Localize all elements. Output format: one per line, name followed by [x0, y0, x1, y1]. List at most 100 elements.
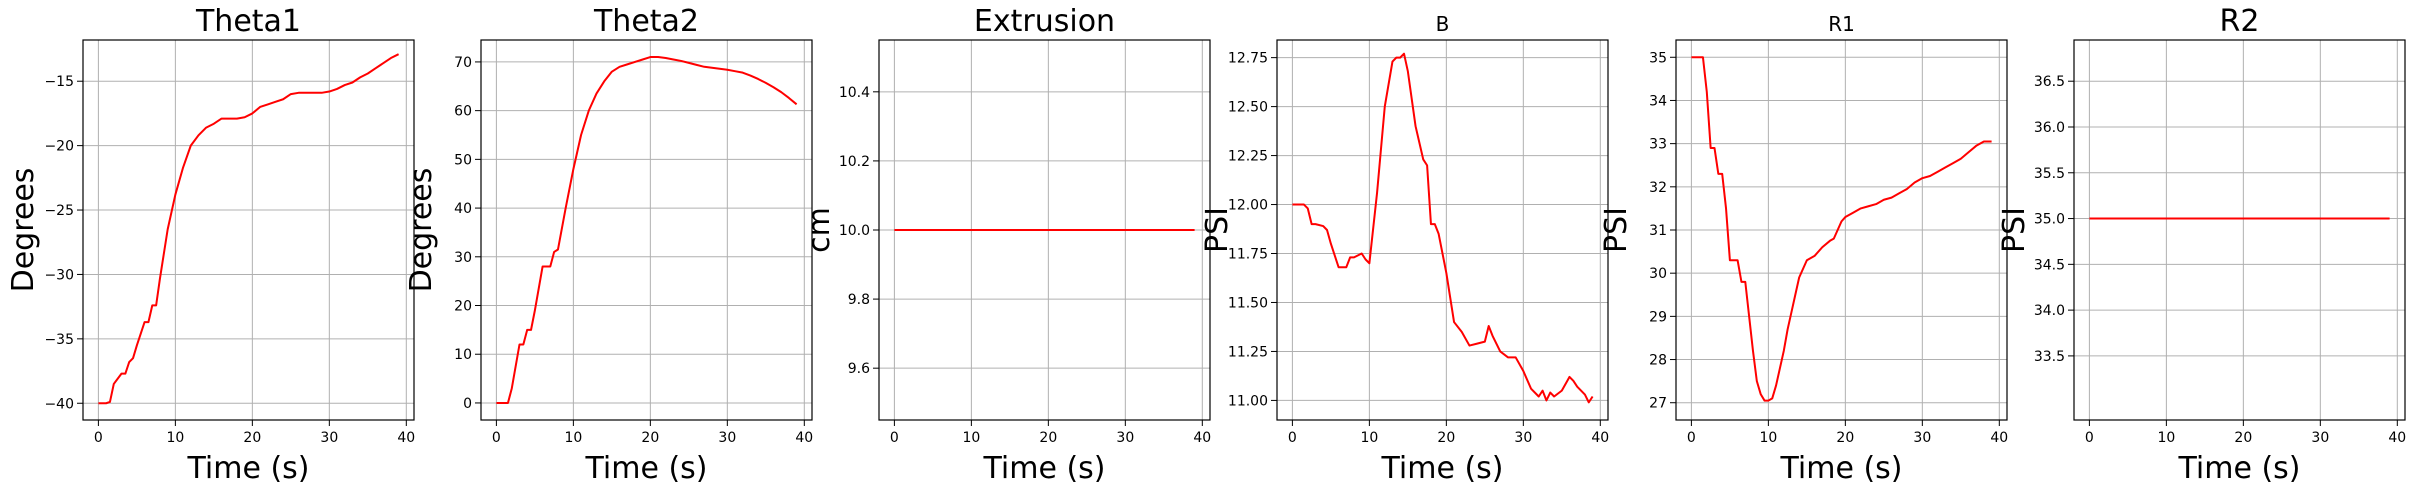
x-axis-label: Time (s) — [1381, 451, 1504, 486]
x-axis-label: Time (s) — [2178, 451, 2301, 486]
x-tick-label: 30 — [320, 430, 338, 446]
y-tick-label: 34 — [1649, 93, 1667, 109]
y-tick-label: 11.50 — [1228, 295, 1268, 311]
y-axis-label: PSI — [1997, 207, 2032, 253]
y-axis-label: Degrees — [404, 168, 439, 293]
y-tick-label: 34.5 — [2034, 257, 2065, 273]
chart-title: R2 — [2220, 4, 2260, 39]
x-tick-label: 30 — [2311, 430, 2329, 446]
y-tick-label: 33 — [1649, 137, 1667, 153]
y-tick-label: 28 — [1649, 353, 1667, 369]
x-axis-label: Time (s) — [187, 451, 310, 486]
y-tick-label: 20 — [454, 299, 472, 315]
x-tick-label: 0 — [1687, 430, 1696, 446]
axes-frame — [480, 39, 813, 421]
grid — [1277, 40, 1608, 420]
y-tick-label: 10.0 — [839, 223, 870, 239]
series-line — [1691, 56, 1992, 402]
y-tick-label: 34.0 — [2034, 303, 2065, 319]
y-tick-label: 35 — [1649, 50, 1667, 66]
y-tick-label: 12.25 — [1228, 149, 1268, 165]
subplot-b: B Time (s) PSI 0 10 20 30 40 11.00 11.25 11.50 1… — [1200, 12, 1609, 486]
x-tick-label: 20 — [243, 430, 261, 446]
y-tick-label: 40 — [454, 201, 472, 217]
x-tick-label: 40 — [1990, 430, 2008, 446]
y-axis-label: cm — [802, 207, 837, 253]
y-tick-label: 33.5 — [2034, 349, 2065, 365]
y-tick-label: 30 — [454, 250, 472, 266]
subplot-r2: R2 Time (s) PSI 0 10 20 30 40 33.5 34.0 34.5 35.… — [1997, 4, 2406, 486]
grid — [1676, 40, 2007, 420]
y-tick-label: 12.00 — [1228, 198, 1268, 214]
x-tick-label: 0 — [1288, 430, 1297, 446]
y-tick-label: −25 — [44, 203, 74, 219]
y-tick-label: 10 — [454, 347, 472, 363]
x-tick-label: 10 — [166, 430, 184, 446]
x-tick-label: 30 — [1116, 430, 1134, 446]
y-axis-label: PSI — [1200, 207, 1235, 253]
y-tick-label: −20 — [44, 139, 74, 155]
x-tick-label: 30 — [718, 430, 736, 446]
y-tick-label: 9.6 — [848, 361, 870, 377]
chart-title: B — [1436, 12, 1450, 36]
y-tick-label: −15 — [44, 74, 74, 90]
series-line — [1292, 52, 1594, 404]
chart-title: R1 — [1828, 12, 1855, 36]
x-tick-label: 20 — [641, 430, 659, 446]
x-tick-label: 40 — [397, 430, 415, 446]
x-tick-label: 10 — [1759, 430, 1777, 446]
axes-frame — [82, 39, 415, 421]
x-tick-label: 20 — [1437, 430, 1455, 446]
x-axis-label: Time (s) — [983, 451, 1106, 486]
x-tick-label: 20 — [1039, 430, 1057, 446]
x-tick-label: 40 — [2388, 430, 2406, 446]
x-tick-label: 20 — [1836, 430, 1854, 446]
y-tick-label: 70 — [454, 55, 472, 71]
chart-title: Theta1 — [195, 4, 301, 39]
y-axis-label: Degrees — [6, 168, 41, 293]
y-tick-label: 35.5 — [2034, 166, 2065, 182]
x-tick-label: 0 — [890, 430, 899, 446]
y-tick-label: 12.50 — [1228, 100, 1268, 116]
x-tick-label: 10 — [962, 430, 980, 446]
y-tick-label: 11.75 — [1228, 247, 1268, 263]
x-tick-label: 10 — [2157, 430, 2175, 446]
subplot-extrusion: Extrusion Time (s) cm 0 10 20 30 40 9.6 9.8 10.… — [802, 4, 1211, 486]
chart-title: Extrusion — [974, 4, 1115, 39]
x-tick-label: 40 — [1591, 430, 1609, 446]
x-axis-label: Time (s) — [585, 451, 708, 486]
grid — [83, 40, 414, 420]
x-tick-label: 0 — [94, 430, 103, 446]
y-tick-label: 36.0 — [2034, 120, 2065, 136]
y-tick-label: 11.00 — [1228, 393, 1268, 409]
y-tick-label: 31 — [1649, 223, 1667, 239]
y-tick-label: 27 — [1649, 396, 1667, 412]
y-tick-label: −30 — [44, 267, 74, 283]
y-tick-label: −40 — [44, 396, 74, 412]
subplot-r1: R1 Time (s) PSI 0 10 20 30 40 27 28 29 30 31 32 33 3… — [1599, 12, 2008, 486]
y-axis-label: PSI — [1599, 207, 1634, 253]
x-tick-label: 10 — [564, 430, 582, 446]
x-tick-label: 40 — [1193, 430, 1211, 446]
y-tick-label: 32 — [1649, 180, 1667, 196]
y-tick-label: 35.0 — [2034, 212, 2065, 228]
x-tick-label: 20 — [2234, 430, 2252, 446]
y-tick-label: 9.8 — [848, 292, 870, 308]
y-tick-label: 30 — [1649, 266, 1667, 282]
y-tick-label: 0 — [463, 396, 472, 412]
x-tick-label: 40 — [795, 430, 813, 446]
y-tick-label: 60 — [454, 104, 472, 120]
series-line — [98, 53, 400, 405]
chart-title: Theta2 — [593, 4, 699, 39]
x-tick-label: 0 — [492, 430, 501, 446]
y-tick-label: 29 — [1649, 309, 1667, 325]
y-tick-label: 10.2 — [839, 154, 870, 170]
y-tick-label: −35 — [44, 332, 74, 348]
y-tick-label: 12.75 — [1228, 51, 1268, 67]
axes-frame — [2073, 39, 2406, 421]
y-tick-label: 36.5 — [2034, 74, 2065, 90]
x-tick-label: 10 — [1360, 430, 1378, 446]
x-tick-label: 30 — [1913, 430, 1931, 446]
y-tick-label: 10.4 — [839, 85, 870, 101]
